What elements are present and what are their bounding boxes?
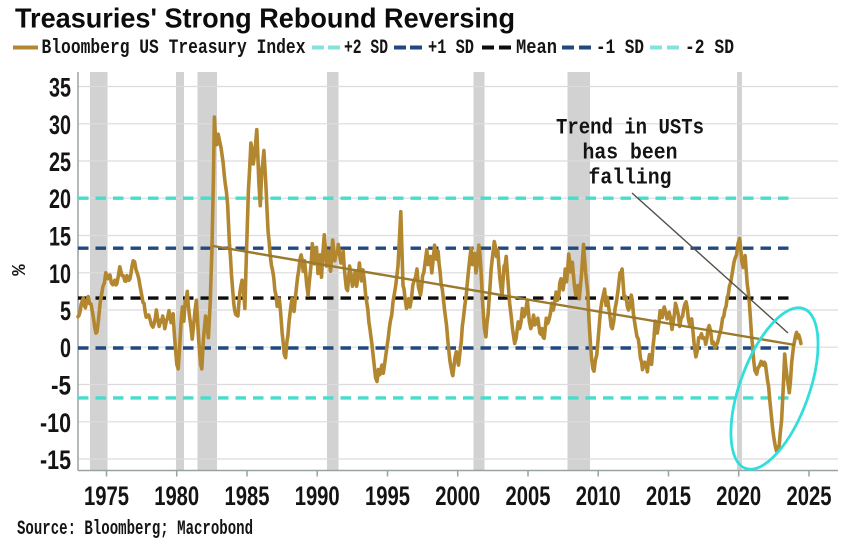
svg-text:Trend in USTs: Trend in USTs <box>556 116 704 141</box>
svg-text:1990: 1990 <box>295 481 340 511</box>
svg-text:-1 SD: -1 SD <box>596 37 644 60</box>
svg-text:Source: Bloomberg; Macrobond: Source: Bloomberg; Macrobond <box>17 518 253 541</box>
svg-text:falling: falling <box>589 166 672 191</box>
svg-text:1995: 1995 <box>365 481 410 511</box>
svg-text:5: 5 <box>60 296 71 326</box>
svg-text:has been: has been <box>583 141 678 166</box>
svg-text:25: 25 <box>49 147 71 177</box>
svg-text:20: 20 <box>49 184 71 214</box>
svg-text:Treasuries' Strong Rebound Rev: Treasuries' Strong Rebound Reversing <box>15 3 515 34</box>
svg-text:+2 SD: +2 SD <box>344 37 388 60</box>
svg-text:2010: 2010 <box>576 481 621 511</box>
svg-text:10: 10 <box>49 259 71 289</box>
svg-text:0: 0 <box>60 333 71 363</box>
svg-text:%: % <box>9 264 31 276</box>
svg-text:1980: 1980 <box>154 481 199 511</box>
svg-text:-10: -10 <box>40 408 71 438</box>
svg-text:-15: -15 <box>40 445 71 475</box>
svg-text:15: 15 <box>49 222 71 252</box>
svg-text:-5: -5 <box>51 371 71 401</box>
svg-text:2015: 2015 <box>646 481 691 511</box>
svg-text:30: 30 <box>49 110 71 140</box>
svg-text:2020: 2020 <box>716 481 761 511</box>
svg-text:1985: 1985 <box>225 481 270 511</box>
svg-text:2025: 2025 <box>787 481 832 511</box>
svg-text:35: 35 <box>49 73 71 103</box>
svg-text:Mean: Mean <box>516 37 557 60</box>
svg-text:2000: 2000 <box>435 481 480 511</box>
svg-text:1975: 1975 <box>84 481 129 511</box>
svg-text:2005: 2005 <box>506 481 551 511</box>
svg-text:Bloomberg US Treasury Index: Bloomberg US Treasury Index <box>42 37 306 60</box>
svg-text:-2 SD: -2 SD <box>685 37 734 60</box>
svg-text:+1 SD: +1 SD <box>428 37 474 60</box>
